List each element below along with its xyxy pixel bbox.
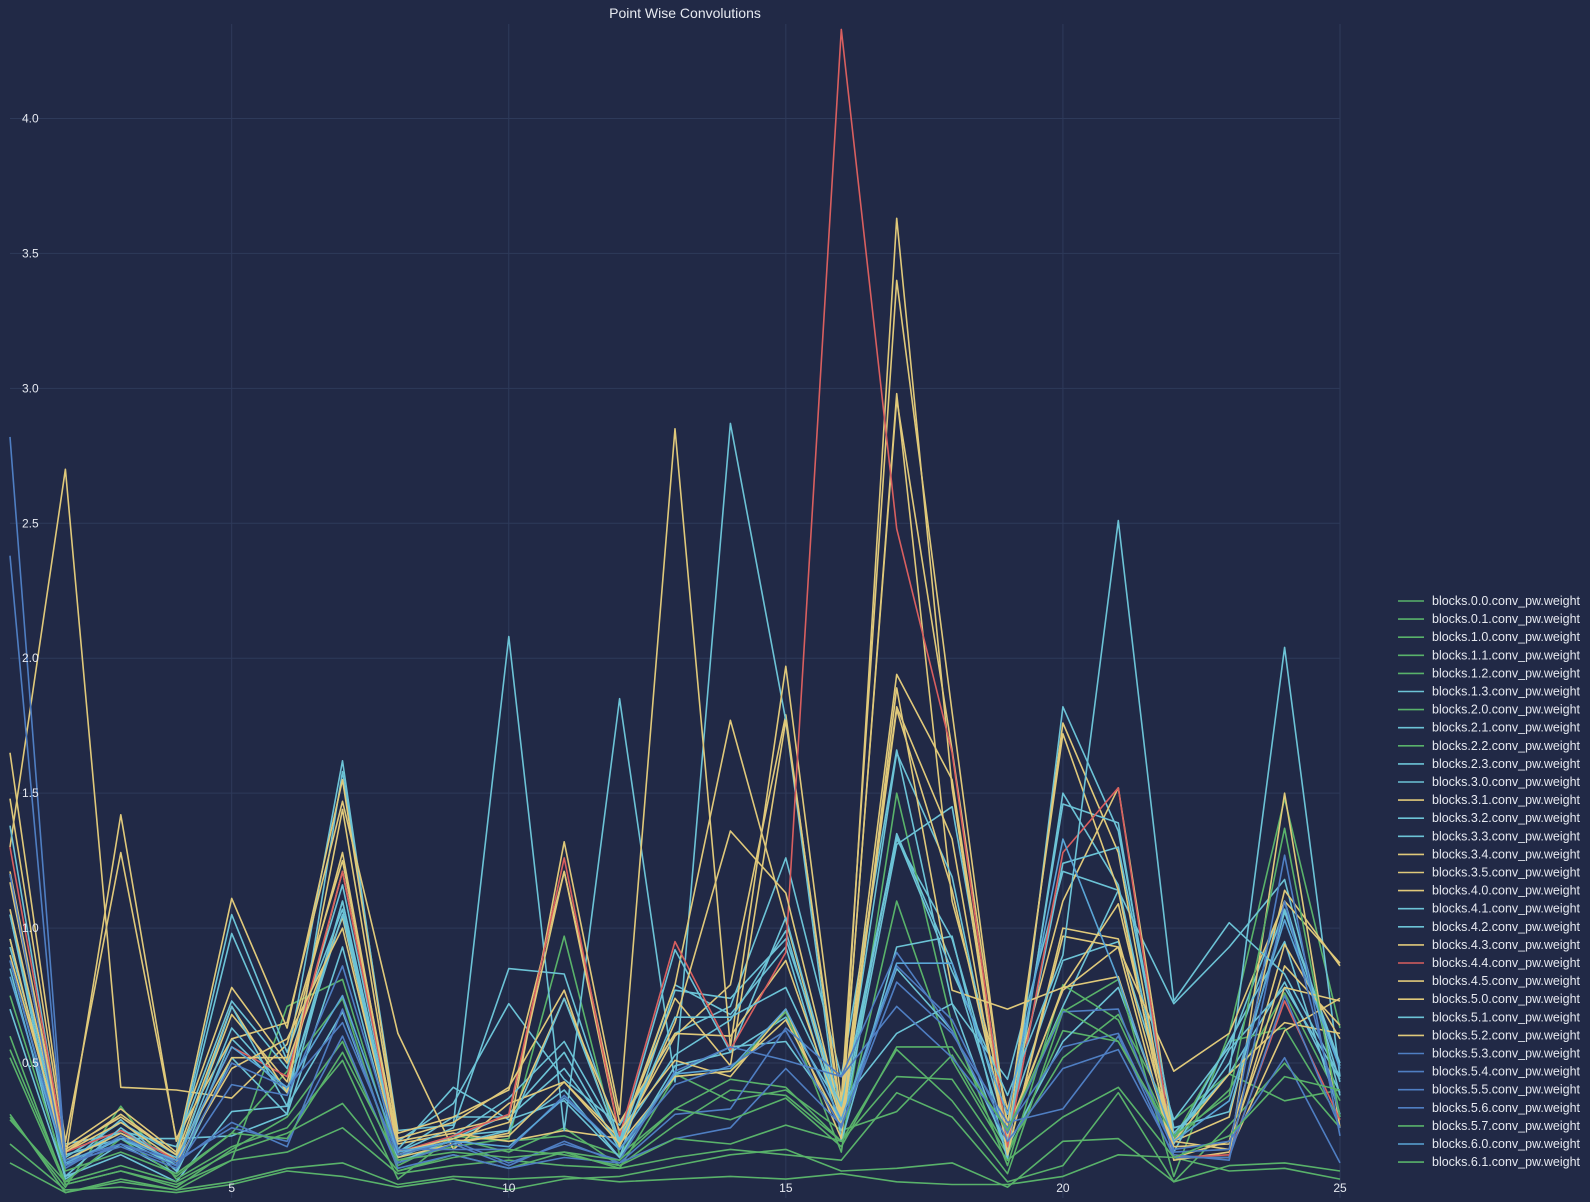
legend: blocks.0.0.conv_pw.weight blocks.0.1.conv… [1398,594,1581,1169]
legend-label: blocks.5.2.conv_pw.weight [1432,1028,1581,1042]
legend-label: blocks.1.2.conv_pw.weight [1432,666,1581,680]
legend-label: blocks.3.4.conv_pw.weight [1432,847,1581,861]
legend-label: blocks.5.5.conv_pw.weight [1432,1083,1581,1097]
legend-label: blocks.2.1.conv_pw.weight [1432,721,1581,735]
legend-label: blocks.2.2.conv_pw.weight [1432,739,1581,753]
x-axis-ticks: 5 10 15 20 25 [228,1181,1347,1195]
y-tick-label: 2.5 [22,516,39,530]
y-tick-label: 1.5 [22,786,39,800]
series-line [9,1154,1341,1194]
legend-label: blocks.4.3.conv_pw.weight [1432,938,1581,952]
series-line [9,827,1341,1175]
legend-label: blocks.6.0.conv_pw.weight [1432,1137,1581,1151]
legend-label: blocks.5.7.conv_pw.weight [1432,1119,1581,1133]
legend-label: blocks.1.3.conv_pw.weight [1432,685,1581,699]
legend-label: blocks.0.1.conv_pw.weight [1432,612,1581,626]
legend-label: blocks.3.0.conv_pw.weight [1432,775,1581,789]
legend-label: blocks.2.3.conv_pw.weight [1432,757,1581,771]
series-line [9,873,1341,1170]
series-line [9,422,1341,1161]
legend-label: blocks.4.2.conv_pw.weight [1432,920,1581,934]
legend-label: blocks.5.4.conv_pw.weight [1432,1065,1581,1079]
series-line [9,673,1341,1159]
series-line [9,279,1341,1159]
y-tick-label: 2.0 [22,651,39,665]
y-tick-label: 3.0 [22,381,39,395]
legend-label: blocks.4.5.conv_pw.weight [1432,974,1581,988]
legend-label: blocks.1.0.conv_pw.weight [1432,630,1581,644]
series-line [9,792,1341,1161]
y-tick-label: 4.0 [22,111,39,125]
chart-title: Point Wise Convolutions [609,5,761,21]
legend-label: blocks.5.0.conv_pw.weight [1432,992,1581,1006]
series-line [9,398,1341,1161]
y-tick-label: 0.5 [22,1056,39,1070]
legend-label: blocks.5.1.conv_pw.weight [1432,1010,1581,1024]
legend-label: blocks.0.0.conv_pw.weight [1432,594,1581,608]
series-line [9,1075,1341,1183]
series-line [9,1137,1341,1194]
y-tick-label: 1.0 [22,921,39,935]
series-line [9,838,1341,1164]
series-line [9,687,1341,1156]
x-tick-label: 10 [502,1181,516,1195]
legend-label: blocks.3.1.conv_pw.weight [1432,793,1581,807]
x-tick-label: 20 [1056,1181,1070,1195]
x-tick-label: 25 [1333,1181,1347,1195]
y-tick-label: 3.5 [22,246,39,260]
series-line [9,832,1341,1167]
legend-label: blocks.5.6.conv_pw.weight [1432,1101,1581,1115]
series-line [9,751,1341,1159]
legend-label: blocks.1.1.conv_pw.weight [1432,648,1581,662]
series-line [9,436,1341,1167]
legend-label: blocks.4.1.conv_pw.weight [1432,902,1581,916]
legend-label: blocks.6.1.conv_pw.weight [1432,1155,1581,1169]
series-line [9,519,1341,1178]
series-line [9,854,1341,1170]
legend-label: blocks.5.3.conv_pw.weight [1432,1047,1581,1061]
legend-label: blocks.2.0.conv_pw.weight [1432,703,1581,717]
x-tick-label: 15 [779,1181,793,1195]
x-tick-label: 5 [228,1181,235,1195]
legend-label: blocks.3.5.conv_pw.weight [1432,866,1581,880]
legend-label: blocks.3.3.conv_pw.weight [1432,829,1581,843]
series-line [9,708,1341,1164]
legend-label: blocks.3.2.conv_pw.weight [1432,811,1581,825]
legend-label: blocks.4.0.conv_pw.weight [1432,884,1581,898]
y-axis-ticks: 0.5 1.0 1.5 2.0 2.5 3.0 3.5 4.0 [22,111,39,1070]
legend-label: blocks.4.4.conv_pw.weight [1432,956,1581,970]
series-lines [9,28,1341,1194]
